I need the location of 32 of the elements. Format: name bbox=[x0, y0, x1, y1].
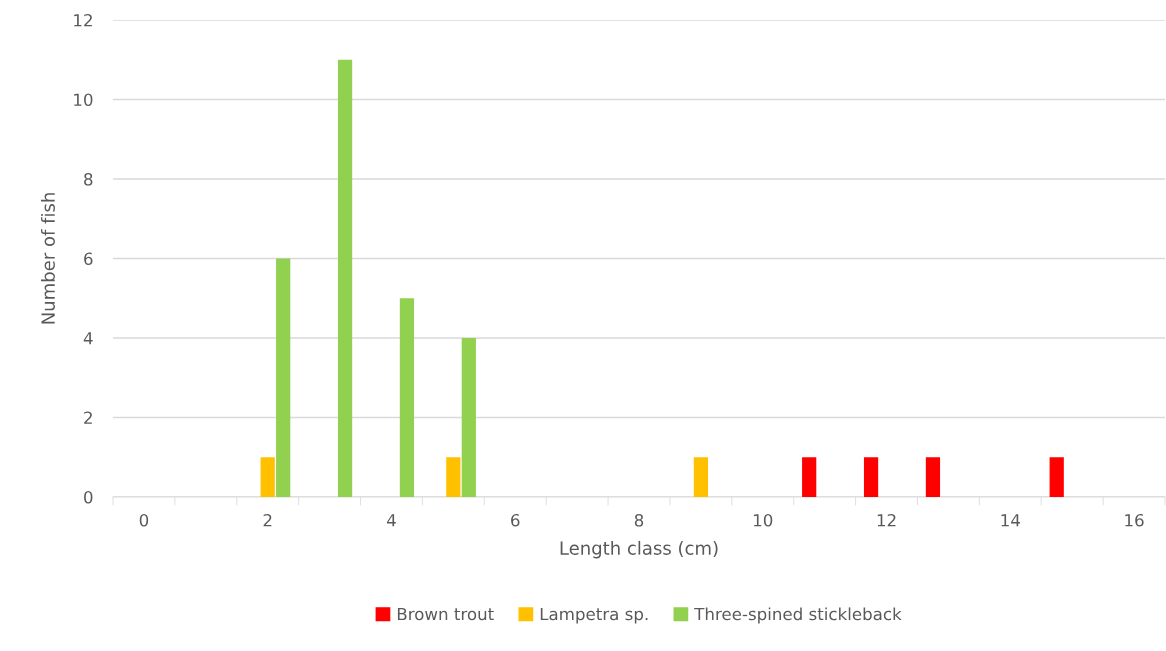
x-tick-label: 0 bbox=[139, 513, 149, 527]
bar bbox=[693, 457, 708, 497]
y-tick-label: 10 bbox=[74, 93, 93, 107]
bar bbox=[461, 338, 476, 497]
y-tick-label: 4 bbox=[83, 332, 93, 345]
y-axis-title: Number of fish bbox=[40, 193, 55, 324]
bar bbox=[446, 457, 461, 497]
y-tick-label: 8 bbox=[84, 172, 93, 186]
bar bbox=[337, 59, 353, 497]
x-tick-label: 10 bbox=[753, 513, 773, 527]
legend-label: Lampetra sp. bbox=[540, 607, 648, 624]
x-tick-label: 6 bbox=[511, 513, 520, 527]
bar bbox=[863, 457, 879, 497]
x-axis-title: Length class (cm) bbox=[560, 540, 718, 559]
bar bbox=[1049, 457, 1064, 497]
bar bbox=[925, 457, 941, 497]
x-tick-label: 16 bbox=[1125, 513, 1144, 527]
y-tick-label: 2 bbox=[84, 411, 92, 424]
y-tick-label: 6 bbox=[84, 252, 93, 266]
x-tick-label: 12 bbox=[877, 513, 896, 527]
x-tick-label: 4 bbox=[386, 514, 396, 527]
bar bbox=[802, 457, 817, 497]
legend-label: Three-spined stickleback bbox=[694, 607, 902, 624]
bar bbox=[399, 298, 415, 497]
y-tick-label: 12 bbox=[74, 13, 92, 27]
legend-label: Brown trout bbox=[397, 607, 494, 621]
bar bbox=[260, 457, 275, 497]
x-tick-label: 2 bbox=[263, 513, 272, 527]
y-tick-label: 0 bbox=[84, 490, 93, 504]
bar bbox=[276, 258, 291, 497]
x-tick-label: 8 bbox=[634, 513, 644, 527]
x-tick-label: 14 bbox=[1001, 514, 1020, 527]
